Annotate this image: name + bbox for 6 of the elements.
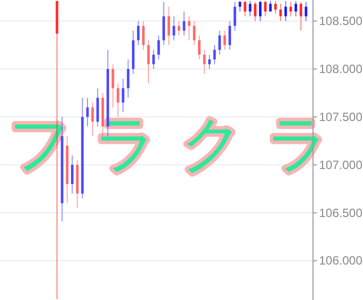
y-tick-label: 106.000 <box>319 254 363 268</box>
y-tick-label: 107.500 <box>319 110 363 124</box>
y-tick-label: 108.500 <box>319 14 363 28</box>
y-tick-label: 106.500 <box>319 206 363 220</box>
y-tick-label: 107.000 <box>319 158 363 172</box>
y-tick-label: 108.000 <box>319 62 363 76</box>
